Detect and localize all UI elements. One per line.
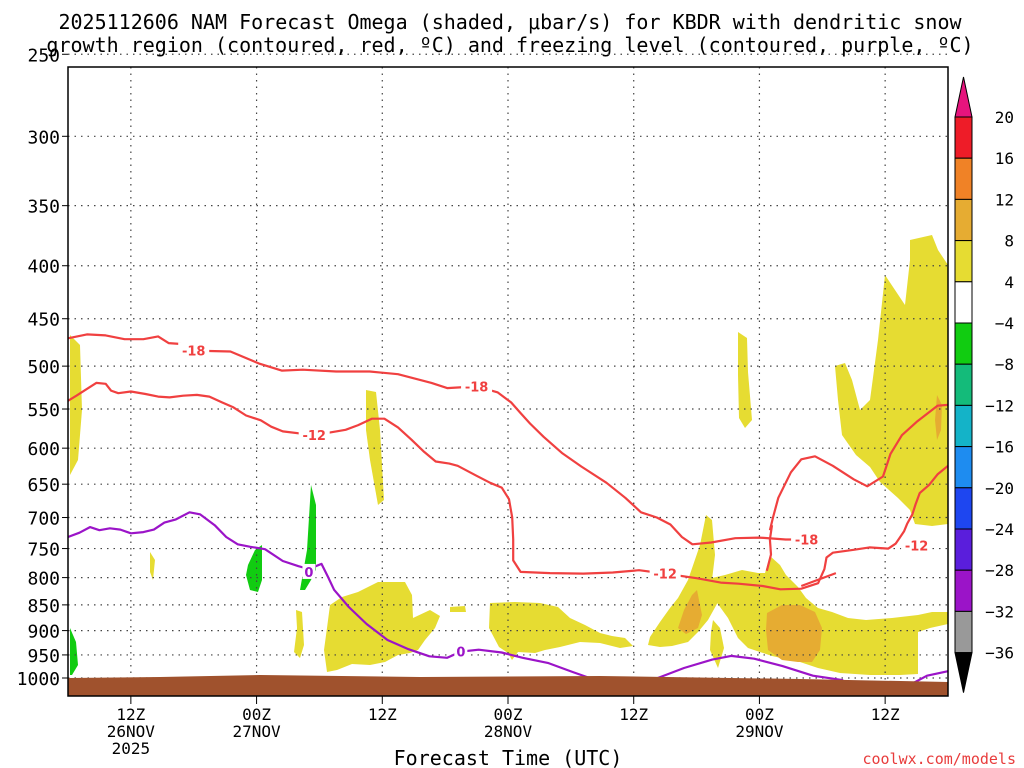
colorbar-bottom-triangle [954, 652, 973, 693]
colorbar-label: −16 [985, 438, 1014, 457]
contour-label-bg [298, 427, 330, 443]
contour-label-bg [649, 565, 681, 581]
chart-title-line2: growth region (contoured, red, ºC) and f… [46, 33, 973, 57]
colorbar-swatch [954, 487, 973, 530]
colorbar-swatch [954, 363, 973, 406]
colorbar-swatch [954, 116, 973, 159]
colorbar-top-triangle [954, 76, 973, 118]
colorbar-label: −12 [985, 396, 1014, 415]
colorbar-swatch [954, 240, 973, 283]
x-tick-label: 00Z [745, 705, 774, 724]
y-tick-label: 700 [27, 509, 60, 530]
x-tick-label: 12Z [116, 705, 145, 724]
contour-label: -18 [182, 345, 206, 360]
y-tick-label: 750 [27, 540, 60, 561]
contour-line [657, 654, 844, 682]
colorbar-swatch [954, 569, 973, 612]
contour-label-bg [901, 537, 933, 553]
contour-label-bg [178, 342, 210, 358]
y-tick-label: 1000 [17, 669, 60, 690]
colorbar-label: 4 [1004, 273, 1014, 292]
y-tick-label: 800 [27, 569, 60, 590]
x-tick-label: 27NOV [232, 722, 281, 741]
contour-line [768, 403, 949, 531]
colorbar-label: −8 [995, 355, 1014, 374]
colorbar-swatch [954, 157, 973, 200]
colorbar-swatch [954, 404, 973, 448]
colorbar-label: −36 [985, 644, 1014, 663]
contour-label: -12 [302, 429, 326, 444]
contour-label: -18 [795, 533, 819, 548]
colorbar-label: −24 [985, 520, 1014, 539]
colorbar-label: 20 [995, 108, 1014, 127]
x-tick-label: 12Z [368, 705, 397, 724]
omega-shading [70, 235, 948, 675]
y-tick-label: 300 [27, 127, 60, 148]
x-tick-label: 00Z [494, 705, 523, 724]
y-tick-label: 400 [27, 257, 60, 278]
y-tick-label: 650 [27, 475, 60, 496]
credit-text: coolwx.com/models [862, 750, 1016, 768]
colorbar-swatch [954, 281, 973, 324]
contour-label: -12 [653, 568, 677, 583]
y-tick-label: 450 [27, 310, 60, 331]
x-tick-label: 00Z [242, 705, 271, 724]
y-tick-label: 900 [27, 622, 60, 643]
contour-labels: -18 -18 -18 -12 -12 -12 0 0 [178, 342, 933, 661]
colorbar-swatch [954, 198, 973, 242]
colorbar-label: −28 [985, 561, 1014, 580]
colorbar-label: 12 [995, 190, 1014, 209]
y-tick-label: 550 [27, 400, 60, 421]
colorbar-swatch [954, 322, 973, 365]
contour-label: -18 [465, 380, 489, 395]
colorbar-label: −4 [995, 314, 1014, 333]
y-tick-label: 600 [27, 439, 60, 460]
contour-label-bg [461, 378, 493, 394]
chart-gridlines [68, 53, 948, 696]
contour-label-bg [791, 531, 823, 547]
colorbar-swatch [954, 528, 973, 571]
ground-terrain [68, 675, 948, 696]
colorbar-label: −20 [985, 479, 1014, 498]
contour-line [800, 572, 837, 588]
colorbar-swatch [954, 446, 973, 489]
contour-lines [67, 333, 949, 688]
x-tick-label: 28NOV [484, 722, 533, 741]
colorbar-swatch [954, 610, 973, 654]
contour-line [765, 525, 774, 572]
x-tick-label: 2025 [112, 739, 151, 758]
x-tick-label: 12Z [619, 705, 648, 724]
y-tick-label: 350 [27, 197, 60, 218]
y-tick-label: 950 [27, 646, 60, 667]
y-tick-label: 500 [27, 357, 60, 378]
x-tick-label: 29NOV [735, 722, 784, 741]
plot-frame [67, 66, 949, 697]
colorbar-label: −32 [985, 602, 1014, 621]
y-axis: 250 300 350 400 450 500 550 600 650 700 750 800 850 9… [17, 45, 68, 690]
contour-label: 0 [456, 646, 465, 661]
contour-label: 0 [304, 566, 313, 581]
omega-colorbar: 20 16 12 8 4 −4 −8 −12 −16 −20 −24 −28 −32 −36 [954, 76, 1014, 693]
contour-label-bg [302, 563, 316, 579]
y-tick-label: 850 [27, 596, 60, 617]
colorbar-label: 8 [1004, 232, 1014, 251]
x-tick-label: 12Z [871, 705, 900, 724]
contour-label: -12 [905, 540, 929, 555]
y-tick-label: 250 [27, 45, 60, 66]
chart-title-line1: 2025112606 NAM Forecast Omega (shaded, μ… [58, 10, 962, 34]
contour-line [67, 381, 949, 591]
x-axis-label: Forecast Time (UTC) [394, 746, 623, 768]
contour-label-bg [454, 643, 468, 659]
colorbar-label: 16 [995, 149, 1014, 168]
x-tick-label: 26NOV [107, 722, 156, 741]
